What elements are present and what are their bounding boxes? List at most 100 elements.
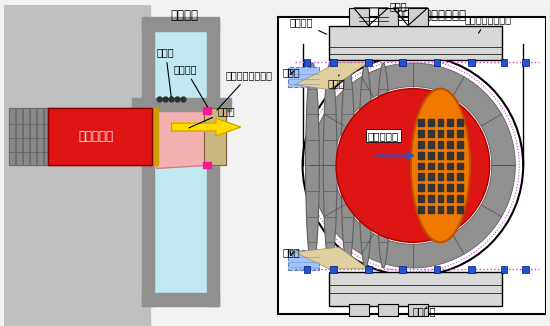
Polygon shape [157,107,206,169]
Bar [418,141,424,148]
Bar [457,195,463,202]
Text: 支保工: 支保工 [189,106,235,128]
Bar [428,206,433,213]
Bar [418,195,424,202]
Bar [23,108,29,166]
Bar [437,141,443,148]
Bar [447,173,453,180]
Bar [447,141,453,148]
Bar [304,266,310,273]
Bar [288,67,320,87]
Bar [433,266,441,273]
Bar [457,173,463,180]
Text: シールド機: シールド機 [368,131,399,141]
Bar [447,130,453,137]
Bar [457,206,463,213]
Bar [48,108,152,166]
Bar [132,97,230,111]
Bar [437,184,443,191]
Bar [428,162,433,170]
Bar [9,108,15,166]
Bar [142,21,154,306]
Bar [203,107,211,114]
Bar [457,119,463,126]
Bar [457,184,463,191]
Bar [418,119,424,126]
Bar [457,152,463,158]
Circle shape [336,89,490,242]
Bar [447,162,453,170]
Bar [408,8,428,26]
Polygon shape [310,63,515,268]
Bar [330,59,337,66]
Polygon shape [295,247,368,269]
Bar [437,206,443,213]
Bar [365,266,371,273]
Bar [522,59,529,66]
Bar [500,59,508,66]
Bar [437,173,443,180]
Bar [304,59,310,66]
Bar [43,108,50,166]
Bar [30,108,36,166]
Bar [428,173,433,180]
Bar [428,141,433,148]
Bar [207,21,219,306]
Bar [142,17,219,31]
Text: バッキン: バッキン [174,64,207,107]
Bar [150,108,158,166]
Bar [330,266,337,273]
Bar [428,195,433,202]
Circle shape [157,97,162,102]
Text: シールド機: シールド機 [78,130,113,143]
Bar [418,130,424,137]
Bar [437,195,443,202]
Bar [48,108,152,166]
Text: 坑口コンクリート: 坑口コンクリート [464,15,511,33]
Text: 到達立坑: 到達立坑 [170,9,199,22]
Bar [447,152,453,158]
Bar [522,266,529,273]
Bar [150,21,219,306]
Ellipse shape [376,63,390,268]
Text: 推進方向: 推進方向 [381,158,406,169]
Bar [329,26,502,60]
Bar [428,130,433,137]
Bar [4,5,150,326]
Bar [418,184,424,191]
Bar [349,304,368,316]
Bar [16,108,22,166]
Text: 土留め壁: 土留め壁 [290,18,327,34]
Bar [500,266,508,273]
Bar [418,206,424,213]
Bar [329,272,502,306]
Bar [408,304,428,316]
Bar [437,152,443,158]
Bar [418,162,424,170]
Bar [447,195,453,202]
Bar [418,173,424,180]
Circle shape [181,97,186,102]
Bar [428,119,433,126]
Bar [437,162,443,170]
Bar [365,59,371,66]
Bar [9,108,15,166]
Bar [43,108,50,166]
Text: エントランスボックッス: エントランスボックッス [389,9,466,22]
Bar [204,108,226,166]
Bar [399,59,406,66]
Text: 凍結管: 凍結管 [157,47,174,97]
Bar [378,8,398,26]
Text: 凍結管: 凍結管 [389,1,407,17]
Text: バッキン: バッキン [413,306,436,316]
Bar [457,130,463,137]
Bar [437,119,443,126]
Polygon shape [172,118,240,136]
Bar [204,108,226,166]
Circle shape [175,97,180,102]
Bar [437,130,443,137]
Ellipse shape [306,63,320,268]
Ellipse shape [411,89,470,242]
Bar [30,108,36,166]
Bar [16,108,22,166]
